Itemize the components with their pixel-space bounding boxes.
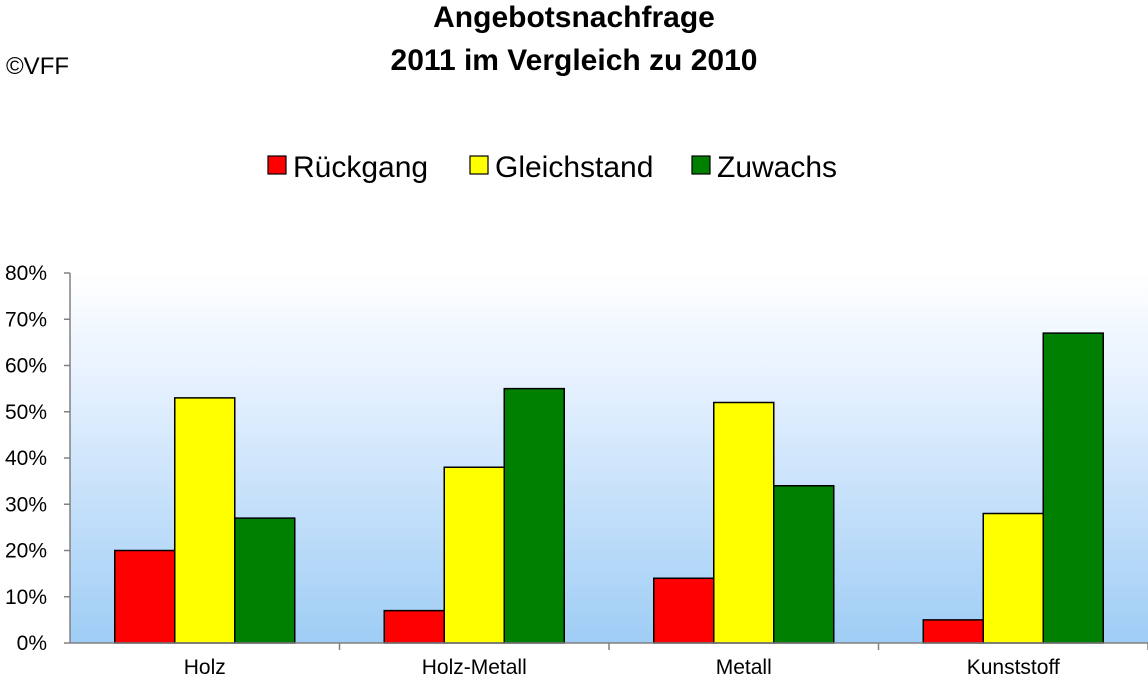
bar-gleichstand-holz bbox=[174, 397, 236, 644]
legend-label-rückgang: Rückgang bbox=[293, 151, 428, 184]
legend-swatch-zuwachs bbox=[691, 155, 711, 175]
copyright-label: ©VFF bbox=[6, 53, 69, 80]
bar-zuwachs-holz bbox=[234, 517, 296, 644]
bar-gleichstand-metall bbox=[713, 401, 775, 644]
bar-zuwachs-holz-metall bbox=[503, 387, 565, 644]
bar-rückgang-holz-metall bbox=[383, 609, 445, 644]
x-category-label: Metall bbox=[716, 656, 772, 679]
y-tick-label: 60% bbox=[5, 355, 47, 378]
bar-rückgang-holz bbox=[114, 549, 176, 644]
y-tick-label: 80% bbox=[5, 262, 47, 285]
y-tick-label: 70% bbox=[5, 308, 47, 331]
y-tick-label: 40% bbox=[5, 447, 47, 470]
bar-rückgang-kunststoff bbox=[922, 619, 984, 644]
legend-label-zuwachs: Zuwachs bbox=[717, 151, 837, 184]
x-category-label: Holz-Metall bbox=[422, 656, 527, 679]
chart-title-line-1: Angebotsnachfrage bbox=[433, 1, 715, 34]
y-tick-label: 0% bbox=[17, 632, 47, 655]
bar-gleichstand-holz-metall bbox=[443, 466, 505, 644]
y-tick-label: 10% bbox=[5, 586, 47, 609]
legend-swatch-gleichstand bbox=[469, 155, 489, 175]
bar-rückgang-metall bbox=[653, 577, 715, 644]
bars bbox=[114, 332, 1104, 644]
legend: Rückgang Gleichstand Zuwachs bbox=[267, 151, 837, 184]
y-tick-label: 50% bbox=[5, 401, 47, 424]
chart-title-line-2: 2011 im Vergleich zu 2010 bbox=[391, 44, 758, 77]
legend-swatch-rückgang bbox=[267, 155, 287, 175]
y-tick-label: 30% bbox=[5, 493, 47, 516]
y-tick-label: 20% bbox=[5, 540, 47, 563]
x-category-label: Kunststoff bbox=[967, 656, 1060, 679]
axes: 0% 10% 20% 30% 40% 50% 60% 70% 80% Holz Holz-Metal… bbox=[5, 262, 1148, 679]
bar-gleichstand-kunststoff bbox=[982, 512, 1044, 644]
bar-zuwachs-kunststoff bbox=[1042, 332, 1104, 644]
x-category-label: Holz bbox=[184, 656, 226, 679]
legend-label-gleichstand: Gleichstand bbox=[495, 151, 653, 184]
bar-zuwachs-metall bbox=[773, 485, 835, 644]
